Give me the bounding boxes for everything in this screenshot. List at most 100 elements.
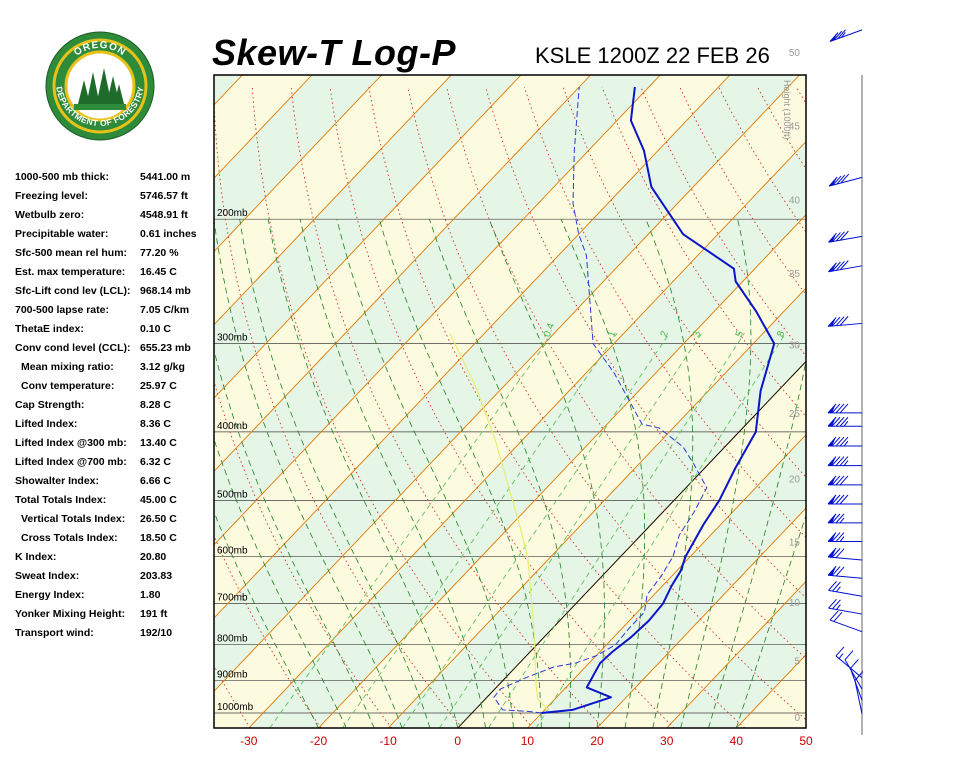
dry-adiabat	[50, 87, 180, 728]
wind-barb-flag	[831, 532, 841, 542]
wind-barb-pennant	[828, 456, 836, 466]
height-axis: 0 5 10 15 20 25 30 35 40 45 50 Height (1000ft)	[782, 48, 800, 724]
index-label: Conv cond level (CCL):	[15, 342, 131, 354]
index-row: Transport wind: 192/10	[15, 624, 210, 643]
dewpoint-line	[493, 86, 708, 714]
wind-barb-flag	[839, 494, 849, 505]
wind-barb-flag	[836, 174, 846, 185]
wind-barb-flag	[833, 30, 843, 41]
wind-barb-flag	[828, 598, 837, 609]
wind-barb-flag	[835, 548, 845, 559]
stability-indices-panel: 1000-500 mb thick: 5441.00 m Freezing leve…	[15, 168, 210, 643]
wind-barb-flag	[839, 260, 849, 270]
wind-barb-half-flag	[840, 32, 846, 38]
dry-adiabat	[601, 86, 806, 418]
dry-adiabat-lines	[50, 86, 960, 728]
wind-barb	[844, 650, 863, 690]
isotherm-line	[214, 75, 731, 619]
wind-barb-staff	[829, 619, 863, 633]
logo-trees	[74, 68, 126, 110]
wind-barb-pennant	[828, 317, 837, 327]
index-row: 700-500 lapse rate: 7.05 C/km	[15, 301, 210, 320]
wind-barb-flag	[844, 650, 854, 660]
dry-adiabat	[913, 87, 960, 728]
wind-barb-flag	[835, 566, 845, 577]
wind-barb-pennant	[828, 532, 836, 542]
moist-adiabat	[214, 510, 319, 728]
dry-adiabat	[835, 87, 960, 728]
index-row: 1000-500 mb thick: 5441.00 m	[15, 168, 210, 187]
index-value: 4548.91 ft	[140, 209, 188, 221]
index-label: Mean mixing ratio:	[21, 361, 114, 373]
isotherm-line	[666, 580, 806, 728]
mixing-ratio-line	[439, 332, 703, 728]
index-label: Wetbulb zero:	[15, 209, 85, 221]
mixing-ratio-label: 0.4	[542, 321, 557, 338]
height-tick-label: 10	[789, 598, 801, 609]
wind-barb	[849, 659, 863, 701]
index-label: Yonker Mixing Height:	[15, 608, 126, 620]
pressure-labels: 1000mb 900mb 800mb 700mb 600mb 500mb 400mb 300m…	[217, 208, 254, 713]
height-tick-label: 45	[789, 122, 801, 133]
index-value: 13.40 C	[140, 437, 177, 449]
index-value: 6.32 C	[140, 456, 171, 468]
isotherm-line	[214, 75, 661, 546]
wind-barb	[828, 173, 863, 187]
index-value: 16.45 C	[140, 266, 177, 278]
index-value: 203.83	[140, 570, 173, 582]
index-value: 3.12 g/kg	[140, 361, 185, 373]
dry-adiabat	[874, 87, 960, 728]
isotherm-line	[248, 140, 806, 728]
pressure-label: 300mb	[217, 333, 248, 344]
mixing-ratio-line	[488, 332, 745, 728]
wind-barb-half-flag	[843, 440, 849, 447]
temperature-axis: -30 -20 -10 0 10 20 30 40 50	[240, 734, 813, 748]
moist-adiabat	[645, 219, 694, 728]
temperature-tick-label: -30	[240, 734, 258, 748]
isotherm-line	[214, 75, 452, 326]
wind-barb-pennant	[828, 403, 836, 413]
index-row: Mean mixing ratio: 3.12 g/kg	[15, 358, 210, 377]
index-value: 0.10 C	[140, 323, 171, 335]
isobar-lines	[214, 218, 806, 714]
wind-barb-flag	[832, 581, 841, 592]
temperature-tick-label: 50	[799, 734, 813, 748]
index-row: Sfc-500 mean rel hum: 77.20 %	[15, 244, 210, 263]
wind-barb	[827, 436, 862, 447]
wind-barb-half-flag	[843, 420, 849, 427]
wind-barb-staff	[828, 607, 863, 615]
moist-adiabat	[680, 219, 752, 728]
index-label: Precipitable water:	[15, 228, 109, 240]
isotherm-lines	[214, 75, 806, 728]
wind-barb-flag	[831, 494, 841, 505]
index-label: Total Totals Index:	[15, 494, 107, 506]
index-row: Sweat Index: 203.83	[15, 567, 210, 586]
pressure-label: 200mb	[217, 208, 248, 219]
isotherm-band	[214, 75, 243, 105]
wind-barb-flag	[837, 29, 846, 40]
moist-adiabat	[267, 219, 459, 728]
wind-barb	[827, 532, 862, 543]
index-value: 5746.57 ft	[140, 190, 188, 202]
wind-barb-flag	[831, 566, 841, 576]
index-label: ThetaE index:	[15, 323, 84, 335]
wind-barb	[827, 565, 863, 579]
wind-barb-flag	[831, 403, 841, 414]
wind-barb-flag	[828, 580, 837, 591]
temperature-tick-label: 40	[730, 734, 744, 748]
wind-barb-pennant	[828, 495, 836, 505]
wind-barb-staff	[828, 589, 863, 597]
dry-adiabat	[214, 534, 322, 728]
index-label: Showalter Index:	[15, 475, 100, 487]
wind-barb-flag	[835, 456, 845, 466]
moist-adiabat	[429, 219, 571, 728]
wind-barb-half-flag	[843, 460, 849, 466]
mixing-ratio-label: 5	[734, 329, 746, 338]
wind-barb-flag	[832, 232, 841, 242]
wind-barb-flag	[829, 610, 839, 621]
moist-adiabat	[378, 219, 542, 728]
height-tick-label: 15	[789, 538, 801, 549]
wind-barb-flag	[839, 230, 849, 241]
isotherm-line	[214, 75, 382, 253]
wind-barb	[827, 403, 862, 414]
